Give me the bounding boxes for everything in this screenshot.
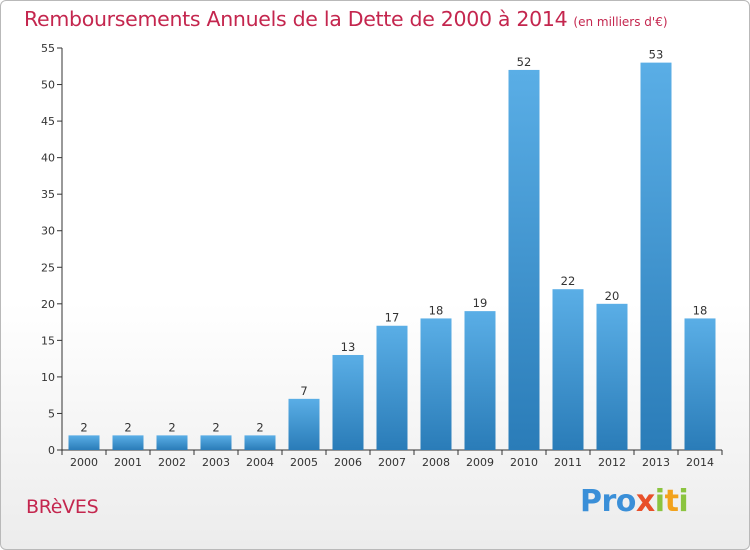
y-tick-label: 10 — [41, 371, 55, 384]
bar-2007 — [376, 325, 408, 450]
x-tick-label-2014: 2014 — [686, 456, 714, 469]
value-label-2004: 2 — [256, 420, 263, 434]
x-tick-label-2004: 2004 — [246, 456, 274, 469]
value-label-2000: 2 — [80, 420, 87, 434]
bar-2001 — [112, 435, 144, 450]
chart-title-text: Remboursements Annuels de la Dette de 20… — [24, 7, 568, 31]
logo-letter: P — [580, 484, 602, 519]
y-tick-label: 30 — [41, 225, 55, 238]
value-label-2003: 2 — [212, 420, 219, 434]
y-tick-label: 20 — [41, 298, 55, 311]
bar-2011 — [552, 289, 584, 450]
y-tick-label: 5 — [48, 407, 55, 420]
bar-2003 — [200, 435, 232, 450]
value-label-2002: 2 — [168, 420, 175, 434]
bar-2008 — [420, 318, 452, 450]
y-tick-label: 50 — [41, 79, 55, 92]
value-label-2008: 18 — [429, 303, 444, 317]
town-name: BRèVES — [26, 496, 99, 518]
x-tick-label-2007: 2007 — [378, 456, 406, 469]
x-tick-label-2006: 2006 — [334, 456, 362, 469]
proxiti-logo: Proxiti — [580, 484, 689, 519]
value-label-2001: 2 — [124, 420, 131, 434]
y-tick-label: 35 — [41, 188, 55, 201]
logo-letter: i — [678, 484, 689, 519]
bar-2014 — [684, 318, 716, 450]
y-tick-label: 55 — [41, 42, 55, 55]
bar-2004 — [244, 435, 276, 450]
value-label-2014: 18 — [693, 303, 708, 317]
bar-2000 — [68, 435, 100, 450]
bar-2002 — [156, 435, 188, 450]
x-tick-label-2008: 2008 — [422, 456, 450, 469]
chart-subtitle: (en milliers d'€) — [573, 15, 668, 29]
x-tick-label-2011: 2011 — [554, 456, 582, 469]
x-tick-label-2013: 2013 — [642, 456, 670, 469]
bar-2006 — [332, 354, 364, 450]
value-label-2009: 19 — [473, 296, 488, 310]
value-label-2007: 17 — [385, 311, 400, 325]
bar-series — [68, 62, 716, 450]
x-tick-label-2010: 2010 — [510, 456, 538, 469]
x-tick-label-2001: 2001 — [114, 456, 142, 469]
bar-2012 — [596, 303, 628, 450]
logo-letter: i — [654, 484, 665, 519]
value-label-2012: 20 — [605, 289, 620, 303]
value-label-2011: 22 — [561, 274, 576, 288]
value-label-2006: 13 — [341, 340, 356, 354]
bar-2013 — [640, 62, 672, 450]
logo-letter: x — [635, 484, 655, 519]
value-label-2013: 53 — [649, 48, 664, 62]
x-tick-label-2002: 2002 — [158, 456, 186, 469]
y-tick-label: 25 — [41, 261, 55, 274]
y-tick-label: 45 — [41, 115, 55, 128]
bar-2005 — [288, 398, 320, 450]
logo-letter: r — [601, 484, 617, 519]
x-tick-label-2005: 2005 — [290, 456, 318, 469]
x-tick-label-2012: 2012 — [598, 456, 626, 469]
value-label-2010: 52 — [517, 55, 532, 69]
chart-title: Remboursements Annuels de la Dette de 20… — [24, 7, 668, 31]
x-tick-label-2000: 2000 — [70, 456, 98, 469]
x-tick-label-2003: 2003 — [202, 456, 230, 469]
logo-letter: t — [664, 484, 679, 519]
x-tick-label-2009: 2009 — [466, 456, 494, 469]
bar-2009 — [464, 311, 496, 450]
value-label-2005: 7 — [300, 384, 307, 398]
y-tick-label: 0 — [48, 444, 55, 457]
y-tick-label: 40 — [41, 152, 55, 165]
logo-letter: o — [615, 484, 637, 519]
bar-2010 — [508, 69, 540, 450]
y-tick-label: 15 — [41, 334, 55, 347]
